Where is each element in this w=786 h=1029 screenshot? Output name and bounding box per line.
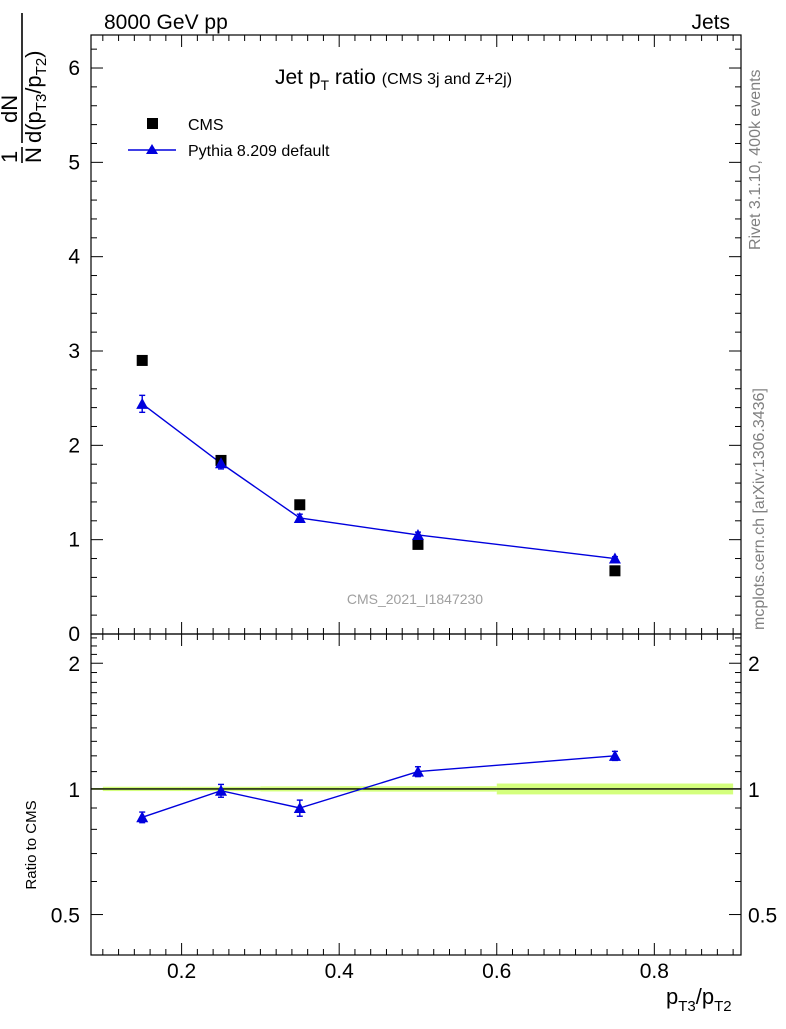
- ratio-y-tick-label-left: 2: [68, 653, 80, 676]
- x-tick-label: 0.6: [482, 960, 511, 983]
- y-sub2: T2: [33, 58, 50, 76]
- ratio-pythia-point: [608, 749, 621, 761]
- y-tick-label: 0: [68, 623, 80, 646]
- process-label: Jets: [691, 11, 730, 34]
- title-rest: ratio: [329, 66, 376, 89]
- dynamic-layer: 0.2 0.4 0.6 0.8 0 1 2 3 4 5 6 0.5 0.5 1 1 2 2: [51, 35, 777, 983]
- pythia-line: [141, 403, 616, 560]
- y-dN: dN: [0, 95, 22, 123]
- main-y-axis-label: 1 N dN d(pT3/pT2): [0, 13, 50, 163]
- cms-point: [294, 499, 306, 511]
- y-tick-label: 2: [68, 434, 80, 457]
- x-sub2: T2: [714, 998, 732, 1015]
- y-tick-label: 1: [68, 529, 80, 552]
- title-main: Jet p: [275, 66, 321, 89]
- title-sub: T: [321, 77, 330, 93]
- legend-cms-marker: [147, 118, 158, 129]
- ratio-y-axis-label: Ratio to CMS: [23, 800, 40, 889]
- analysis-watermark: CMS_2021_I1847230: [347, 591, 483, 607]
- svg-text:d(pT3/pT2): d(pT3/pT2): [21, 50, 50, 143]
- y-d: d(p: [21, 111, 46, 143]
- plot-title: Jet pT ratio (CMS 3j and Z+2j): [275, 66, 512, 93]
- x-mid: /p: [696, 984, 714, 1009]
- energy-label: 8000 GeV pp: [104, 11, 228, 34]
- cms-point: [609, 565, 621, 577]
- y-tick-label: 4: [68, 246, 80, 269]
- legend-pythia-label: Pythia 8.209 default: [188, 143, 330, 160]
- pythia-point: [293, 511, 306, 523]
- legend-pythia-marker: [146, 144, 158, 154]
- y-tick-label: 6: [68, 57, 80, 80]
- x-tick-label: 0.8: [640, 960, 669, 983]
- ratio-pythia-point: [136, 811, 149, 823]
- ratio-pythia-point: [215, 784, 227, 796]
- y-tick-label: 5: [68, 151, 80, 174]
- x-tick-label: 0.4: [325, 960, 355, 983]
- ratio-y-tick-label-right: 1: [748, 779, 760, 802]
- x-axis-label: pT3/pT2: [666, 984, 732, 1015]
- ratio-y-tick-label-left: 0.5: [51, 905, 80, 928]
- pythia-point: [608, 552, 621, 564]
- x-p1: p: [666, 984, 678, 1009]
- y-frac-N: N: [21, 147, 46, 163]
- y-sub1: T3: [33, 94, 50, 112]
- pythia-point: [215, 457, 227, 469]
- mcplots-label: mcplots.cern.ch [arXiv:1306.3436]: [751, 388, 768, 630]
- legend: CMS Pythia 8.209 default: [128, 117, 330, 160]
- cms-point: [136, 354, 148, 366]
- y-close: ): [21, 50, 46, 57]
- title-small: (CMS 3j and Z+2j): [382, 71, 512, 88]
- ratio-y-tick-label-left: 1: [68, 779, 80, 802]
- ratio-pythia-point: [293, 801, 306, 813]
- x-tick-label: 0.2: [167, 960, 196, 983]
- x-sub1: T3: [678, 998, 696, 1015]
- rivet-label: Rivet 3.1.10, 400k events: [747, 69, 764, 250]
- ratio-y-tick-label-right: 2: [748, 653, 760, 676]
- cms-point: [412, 538, 424, 550]
- ratio-pythia-point: [411, 765, 424, 777]
- pythia-point: [411, 528, 424, 540]
- ratio-plot-frame: [90, 633, 742, 956]
- y-tick-label: 3: [68, 340, 80, 363]
- legend-cms-label: CMS: [188, 117, 224, 134]
- y-frac-one: 1: [0, 151, 22, 163]
- pythia-point: [136, 397, 149, 409]
- ratio-y-tick-label-right: 0.5: [748, 905, 777, 928]
- y-mid: /p: [21, 75, 46, 93]
